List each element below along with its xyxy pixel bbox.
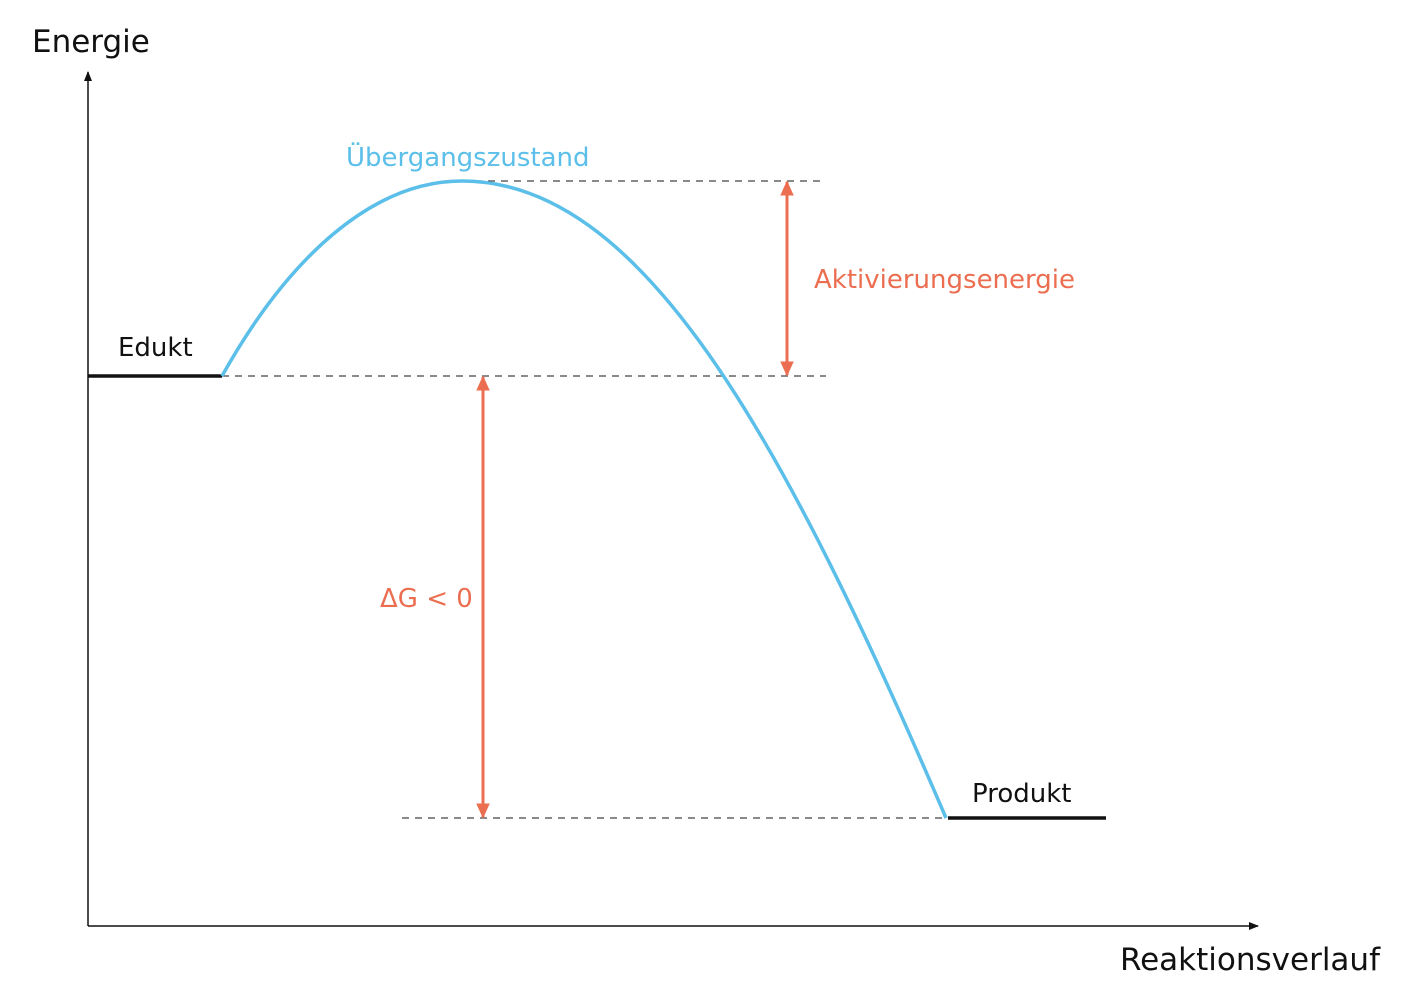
product-label: Produkt xyxy=(972,779,1071,809)
activation-energy-label: Aktivierungsenergie xyxy=(814,265,1075,295)
reaction-curve xyxy=(220,179,948,819)
transition-state-label: Übergangszustand xyxy=(346,141,590,173)
y-axis-label: Energie xyxy=(32,24,150,60)
x-axis-label: Reaktionsverlauf xyxy=(1120,942,1381,978)
reactant-label: Edukt xyxy=(118,333,193,363)
delta-g-label: ΔG < 0 xyxy=(380,584,473,614)
